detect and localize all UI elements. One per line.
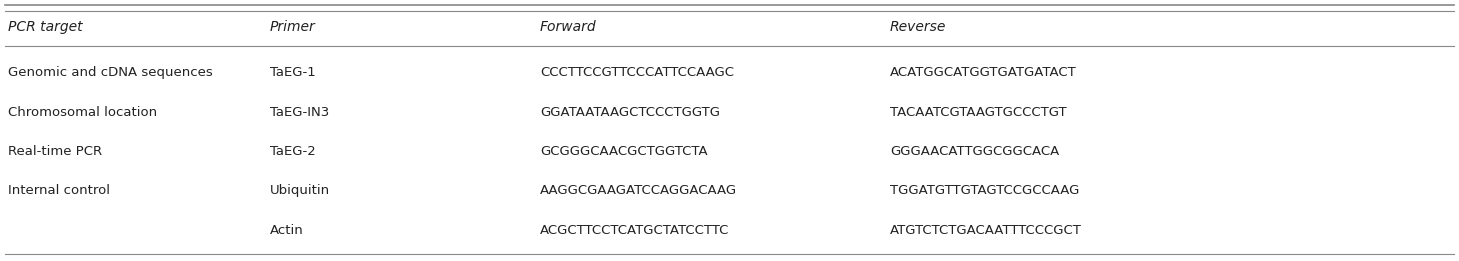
Text: CCCTTCCGTTCCCATTCCAAGC: CCCTTCCGTTCCCATTCCAAGC xyxy=(540,66,734,79)
Text: TaEG-1: TaEG-1 xyxy=(270,66,315,79)
Text: GGATAATAAGCTCCCTGGTG: GGATAATAAGCTCCCTGGTG xyxy=(540,106,719,119)
Text: PCR target: PCR target xyxy=(7,20,83,34)
Text: ACGCTTCCTCATGCTATCCTTC: ACGCTTCCTCATGCTATCCTTC xyxy=(540,224,730,237)
Text: TaEG-IN3: TaEG-IN3 xyxy=(270,106,330,119)
Text: GCGGGCAACGCTGGTCTA: GCGGGCAACGCTGGTCTA xyxy=(540,145,708,158)
Text: Actin: Actin xyxy=(270,224,303,237)
Text: Chromosomal location: Chromosomal location xyxy=(7,106,158,119)
Text: TGGATGTTGTAGTCCGCCAAG: TGGATGTTGTAGTCCGCCAAG xyxy=(890,185,1080,198)
Text: TaEG-2: TaEG-2 xyxy=(270,145,315,158)
Text: ACATGGCATGGTGATGATACT: ACATGGCATGGTGATGATACT xyxy=(890,66,1077,79)
Text: TACAATCGTAAGTGCCCTGT: TACAATCGTAAGTGCCCTGT xyxy=(890,106,1067,119)
Text: Forward: Forward xyxy=(540,20,597,34)
Text: ATGTCTCTGACAATTTCCCGCT: ATGTCTCTGACAATTTCCCGCT xyxy=(890,224,1083,237)
Text: GGGAACATTGGCGGCACA: GGGAACATTGGCGGCACA xyxy=(890,145,1059,158)
Text: Reverse: Reverse xyxy=(890,20,947,34)
Text: AAGGCGAAGATCCAGGACAAG: AAGGCGAAGATCCAGGACAAG xyxy=(540,185,737,198)
Text: Primer: Primer xyxy=(270,20,315,34)
Text: Internal control: Internal control xyxy=(7,185,109,198)
Text: Genomic and cDNA sequences: Genomic and cDNA sequences xyxy=(7,66,213,79)
Text: Real-time PCR: Real-time PCR xyxy=(7,145,102,158)
Text: Ubiquitin: Ubiquitin xyxy=(270,185,330,198)
